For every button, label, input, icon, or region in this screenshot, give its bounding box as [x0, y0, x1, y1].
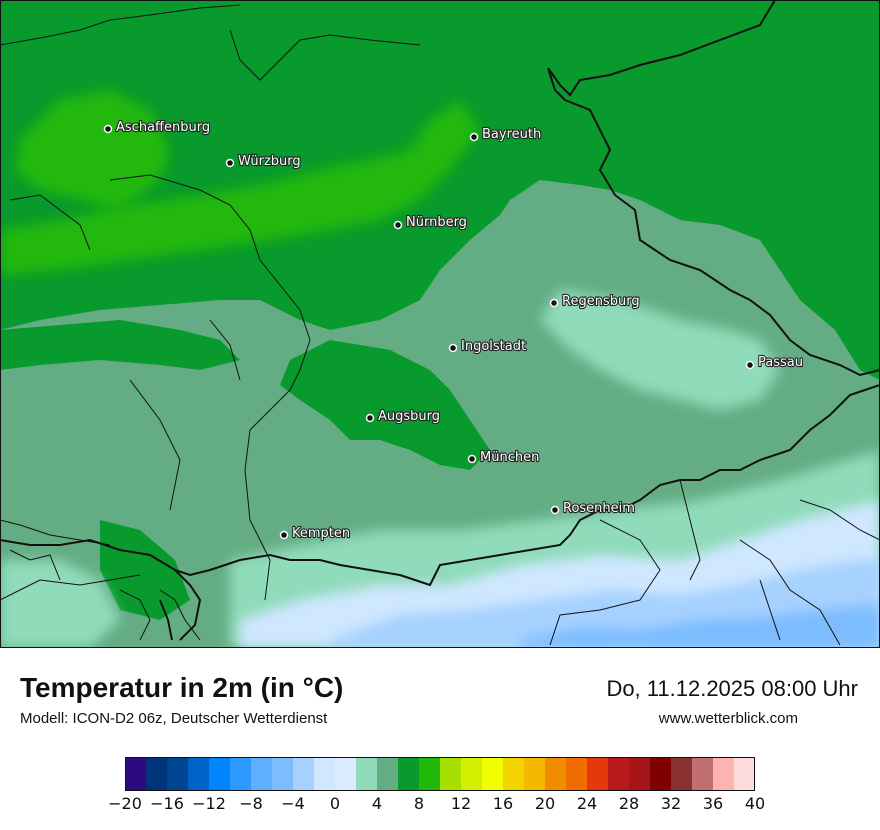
legend-color-swatch — [251, 757, 273, 791]
website-link[interactable]: www.wetterblick.com — [658, 710, 798, 727]
legend-tick-label: 8 — [413, 794, 425, 813]
country-borders — [0, 0, 880, 641]
legend-tick-label: −8 — [239, 794, 263, 813]
legend-color-swatch — [293, 757, 315, 791]
temperature-map: Aschaffenburg Würzburg Bayreuth Nürnberg… — [0, 0, 880, 648]
legend-color-swatch — [545, 757, 567, 791]
color-scale-legend — [125, 757, 755, 791]
legend-color-swatch — [503, 757, 525, 791]
legend-color-swatch — [608, 757, 630, 791]
legend-color-swatch — [734, 757, 755, 791]
temp-zone-6-8-west — [0, 320, 240, 370]
city-dot-icon — [365, 413, 375, 423]
city-label: Bayreuth — [482, 127, 541, 142]
city-wuerzburg: Würzburg — [225, 153, 302, 170]
city-dot-icon — [467, 454, 477, 464]
legend-tick-label: 24 — [576, 794, 598, 813]
city-label: Aschaffenburg — [116, 120, 210, 135]
legend-tick-label: 12 — [450, 794, 472, 813]
city-label: Nürnberg — [406, 215, 467, 230]
legend-color-swatch — [314, 757, 336, 791]
legend-color-swatch — [629, 757, 651, 791]
city-label: Ingolstadt — [461, 339, 526, 354]
city-markers: Aschaffenburg Würzburg Bayreuth Nürnberg… — [103, 119, 804, 542]
city-rosenheim: Rosenheim — [550, 500, 636, 517]
city-dot-icon — [469, 132, 479, 142]
legend-tick-label: −12 — [192, 794, 226, 813]
legend-tick-label: 4 — [371, 794, 383, 813]
legend-color-swatch — [713, 757, 735, 791]
legend-tick-label: −4 — [281, 794, 305, 813]
city-label: Passau — [758, 355, 803, 370]
city-label: Regensburg — [562, 294, 640, 309]
legend-color-swatch — [692, 757, 714, 791]
district-borders — [0, 4, 880, 646]
legend-color-swatch — [482, 757, 504, 791]
legend-color-swatch — [188, 757, 210, 791]
legend-color-swatch — [125, 757, 147, 791]
city-regensburg: Regensburg — [549, 293, 641, 310]
color-scale-ticks: −20 −16 −12 −8 −4 0 4 8 12 16 20 24 28 32 36 40 — [95, 794, 785, 818]
city-dot-icon — [448, 343, 458, 353]
legend-color-swatch — [335, 757, 357, 791]
city-kempten: Kempten — [279, 525, 351, 542]
legend-color-swatch — [209, 757, 231, 791]
legend-color-swatch — [440, 757, 462, 791]
city-aschaffenburg: Aschaffenburg — [103, 119, 211, 136]
city-dot-icon — [225, 158, 235, 168]
legend-tick-label: 40 — [744, 794, 766, 813]
city-augsburg: Augsburg — [365, 408, 441, 425]
legend-tick-label: 0 — [329, 794, 341, 813]
legend-color-swatch — [356, 757, 378, 791]
legend-tick-label: −16 — [150, 794, 184, 813]
legend-color-swatch — [146, 757, 168, 791]
city-dot-icon — [745, 360, 755, 370]
city-label: Rosenheim — [563, 501, 635, 516]
legend-color-swatch — [524, 757, 546, 791]
legend-tick-label: 36 — [702, 794, 724, 813]
city-dot-icon — [279, 530, 289, 540]
legend-tick-label: 28 — [618, 794, 640, 813]
legend-color-swatch — [167, 757, 189, 791]
city-muenchen: München — [467, 449, 540, 466]
legend-color-swatch — [230, 757, 252, 791]
temp-zone-6-8-central — [280, 340, 490, 470]
temp-zone-6-8-north — [0, 0, 880, 380]
temp-zone-2-4-southwest — [0, 560, 120, 648]
city-passau: Passau — [745, 354, 804, 371]
legend-color-swatch — [587, 757, 609, 791]
temp-zone-2-4-east — [540, 290, 780, 410]
map-footer: Temperatur in 2m (in °C) Modell: ICON-D2… — [0, 648, 880, 830]
legend-color-swatch — [419, 757, 441, 791]
legend-color-swatch — [272, 757, 294, 791]
legend-border — [125, 757, 755, 791]
legend-color-swatch — [398, 757, 420, 791]
city-ingolstadt: Ingolstadt — [448, 338, 527, 355]
city-bayreuth: Bayreuth — [469, 126, 542, 143]
legend-color-swatch — [671, 757, 693, 791]
city-dot-icon — [550, 505, 560, 515]
city-dot-icon — [549, 298, 559, 308]
temp-zone-8-10-band — [0, 100, 480, 275]
legend-color-swatch — [377, 757, 399, 791]
map-title: Temperatur in 2m (in °C) — [20, 672, 344, 703]
city-nuernberg: Nürnberg — [393, 214, 468, 231]
legend-tick-label: 20 — [534, 794, 556, 813]
legend-color-swatch — [650, 757, 672, 791]
city-label: Kempten — [292, 526, 350, 541]
temp-zone-8-10-northwest — [15, 90, 170, 210]
legend-tick-label: −20 — [108, 794, 142, 813]
city-label: Würzburg — [238, 154, 301, 169]
city-dot-icon — [103, 124, 113, 134]
model-source: Modell: ICON-D2 06z, Deutscher Wetterdie… — [20, 710, 328, 727]
city-label: München — [480, 450, 539, 465]
city-dot-icon — [393, 220, 403, 230]
temp-zone-n4-n2-alps — [520, 605, 880, 648]
legend-tick-label: 16 — [492, 794, 514, 813]
legend-color-swatch — [461, 757, 483, 791]
city-label: Augsburg — [378, 409, 440, 424]
forecast-datetime: Do, 11.12.2025 08:00 Uhr — [606, 676, 858, 701]
legend-color-swatch — [566, 757, 588, 791]
legend-tick-label: 32 — [660, 794, 682, 813]
